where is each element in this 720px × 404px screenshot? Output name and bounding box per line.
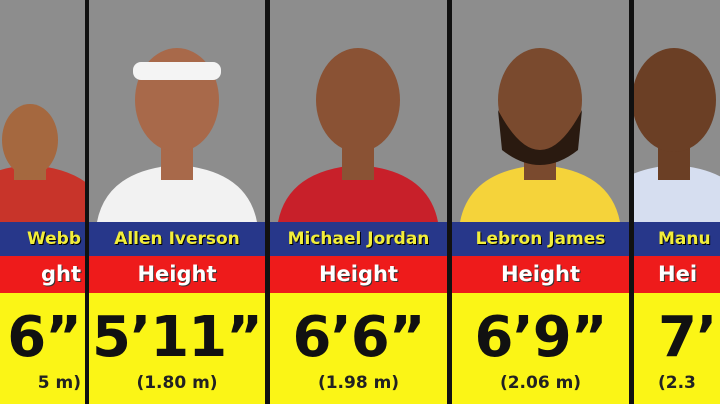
height-label: Height (270, 256, 447, 293)
height-value-box: 6’6” (1.98 m) (270, 293, 447, 404)
player-column: Michael Jordan Height 6’6” (1.98 m) (270, 0, 447, 404)
player-illustration (278, 48, 438, 222)
player-name: Michael Jordan (270, 222, 447, 256)
height-value-box: 6” 5 m) (0, 293, 85, 404)
player-portrait (270, 0, 447, 222)
height-imperial: 6” (7, 305, 82, 370)
player-name: Allen Iverson (89, 222, 265, 256)
height-metric: (1.80 m) (136, 373, 218, 393)
player-portrait (89, 0, 265, 222)
height-label: Hei (634, 256, 720, 293)
player-name: Lebron James (452, 222, 629, 256)
height-value-box: 7’ (2.3 (634, 293, 720, 404)
player-portrait (0, 0, 85, 222)
height-imperial: 5’11” (92, 305, 263, 370)
player-illustration (0, 104, 85, 222)
height-label: Height (89, 256, 265, 293)
height-value-box: 5’11” (1.80 m) (89, 293, 265, 404)
height-metric: 5 m) (37, 373, 81, 393)
player-column: Lebron James Height 6’9” (2.06 m) (452, 0, 629, 404)
height-value-box: 6’9” (2.06 m) (452, 293, 629, 404)
height-imperial: 6’9” (474, 305, 607, 370)
player-column: Manu Hei 7’ (2.3 (634, 0, 720, 404)
player-portrait (452, 0, 629, 222)
height-label: Height (452, 256, 629, 293)
player-illustration (634, 48, 720, 222)
player-name: Webb (0, 222, 85, 256)
height-metric: (2.06 m) (499, 373, 582, 393)
height-imperial: 6’6” (292, 305, 425, 370)
height-metric: (2.3 (658, 373, 696, 393)
player-illustration (460, 48, 620, 222)
player-name: Manu (634, 222, 720, 256)
player-column: Webb ght 6” 5 m) (0, 0, 85, 404)
height-imperial: 7’ (658, 305, 717, 370)
player-illustration (97, 48, 257, 222)
player-column: Allen Iverson Height 5’11” (1.80 m) (89, 0, 265, 404)
height-label: ght (0, 256, 85, 293)
height-metric: (1.98 m) (317, 373, 400, 393)
player-portrait (634, 0, 720, 222)
